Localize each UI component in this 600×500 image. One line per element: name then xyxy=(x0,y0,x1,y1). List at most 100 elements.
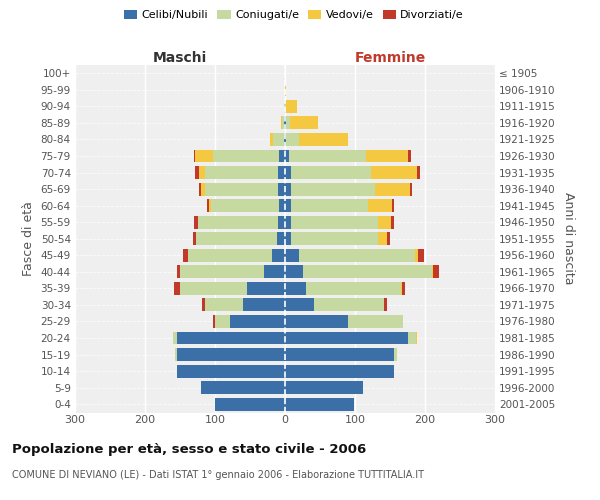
Bar xyxy=(175,282,180,295)
Bar xyxy=(285,100,286,113)
Bar xyxy=(176,348,285,361)
Bar xyxy=(193,232,196,245)
Bar xyxy=(290,166,371,179)
Bar xyxy=(410,182,412,196)
Bar xyxy=(272,249,285,262)
Bar xyxy=(299,133,348,146)
Bar xyxy=(314,298,385,312)
Bar xyxy=(211,199,280,212)
Bar xyxy=(290,116,318,130)
Bar xyxy=(280,199,285,212)
Bar xyxy=(290,199,368,212)
Bar xyxy=(205,298,243,312)
Bar xyxy=(286,116,290,130)
Text: COMUNE DI NEVIANO (LE) - Dati ISTAT 1° gennaio 2006 - Elaborazione TUTTITALIA.IT: COMUNE DI NEVIANO (LE) - Dati ISTAT 1° g… xyxy=(12,470,424,480)
Bar xyxy=(284,133,285,146)
Bar xyxy=(173,332,176,344)
Bar xyxy=(299,249,415,262)
Bar xyxy=(285,298,314,312)
Bar xyxy=(306,282,401,295)
Bar xyxy=(394,348,397,361)
Bar xyxy=(285,282,306,295)
Bar xyxy=(196,166,199,179)
Bar xyxy=(378,216,391,228)
Bar xyxy=(285,133,286,146)
Bar xyxy=(286,100,297,113)
Bar xyxy=(392,199,394,212)
Bar xyxy=(196,232,277,245)
Bar xyxy=(285,364,394,378)
Bar xyxy=(385,298,386,312)
Bar xyxy=(285,348,394,361)
Bar xyxy=(285,199,290,212)
Bar xyxy=(285,315,348,328)
Bar xyxy=(285,232,290,245)
Bar xyxy=(368,199,392,212)
Bar xyxy=(280,150,285,162)
Text: Femmine: Femmine xyxy=(355,51,425,65)
Bar xyxy=(371,166,416,179)
Y-axis label: Anni di nascita: Anni di nascita xyxy=(562,192,575,285)
Bar xyxy=(285,216,290,228)
Bar xyxy=(197,216,278,228)
Bar xyxy=(205,182,278,196)
Bar xyxy=(201,182,205,196)
Text: Popolazione per età, sesso e stato civile - 2006: Popolazione per età, sesso e stato civil… xyxy=(12,442,366,456)
Bar xyxy=(205,166,278,179)
Bar xyxy=(285,398,353,410)
Bar xyxy=(285,182,290,196)
Bar xyxy=(264,266,285,278)
Bar xyxy=(209,199,211,212)
Bar xyxy=(402,282,406,295)
Bar xyxy=(416,166,420,179)
Bar xyxy=(175,348,176,361)
Bar xyxy=(285,266,302,278)
Bar xyxy=(407,332,416,344)
Bar xyxy=(213,315,215,328)
Bar xyxy=(247,282,285,295)
Bar xyxy=(348,315,403,328)
Bar xyxy=(202,298,205,312)
Bar xyxy=(176,332,285,344)
Bar xyxy=(415,249,418,262)
Bar xyxy=(285,116,286,130)
Bar xyxy=(180,282,247,295)
Bar xyxy=(278,166,285,179)
Bar xyxy=(199,166,205,179)
Bar xyxy=(188,249,272,262)
Bar xyxy=(285,332,407,344)
Bar xyxy=(290,232,378,245)
Bar xyxy=(416,332,418,344)
Legend: Celibi/Nubili, Coniugati/e, Vedovi/e, Divorziati/e: Celibi/Nubili, Coniugati/e, Vedovi/e, Di… xyxy=(119,6,469,25)
Bar xyxy=(391,216,394,228)
Bar xyxy=(278,216,285,228)
Bar xyxy=(180,266,264,278)
Bar xyxy=(289,150,365,162)
Bar xyxy=(199,182,201,196)
Bar xyxy=(194,150,196,162)
Bar xyxy=(284,100,285,113)
Bar xyxy=(196,150,213,162)
Bar xyxy=(183,249,188,262)
Bar xyxy=(213,150,280,162)
Bar xyxy=(285,84,286,96)
Bar xyxy=(273,133,284,146)
Bar xyxy=(432,266,433,278)
Bar xyxy=(290,216,378,228)
Bar xyxy=(243,298,285,312)
Bar xyxy=(230,315,285,328)
Bar xyxy=(418,249,424,262)
Bar xyxy=(277,232,285,245)
Bar xyxy=(285,150,289,162)
Bar xyxy=(282,116,284,130)
Bar xyxy=(285,166,290,179)
Bar xyxy=(386,232,390,245)
Bar xyxy=(374,182,410,196)
Y-axis label: Fasce di età: Fasce di età xyxy=(22,202,35,276)
Bar xyxy=(285,249,299,262)
Text: Maschi: Maschi xyxy=(153,51,207,65)
Bar xyxy=(378,232,386,245)
Bar xyxy=(284,116,285,130)
Bar xyxy=(208,199,209,212)
Bar xyxy=(302,266,432,278)
